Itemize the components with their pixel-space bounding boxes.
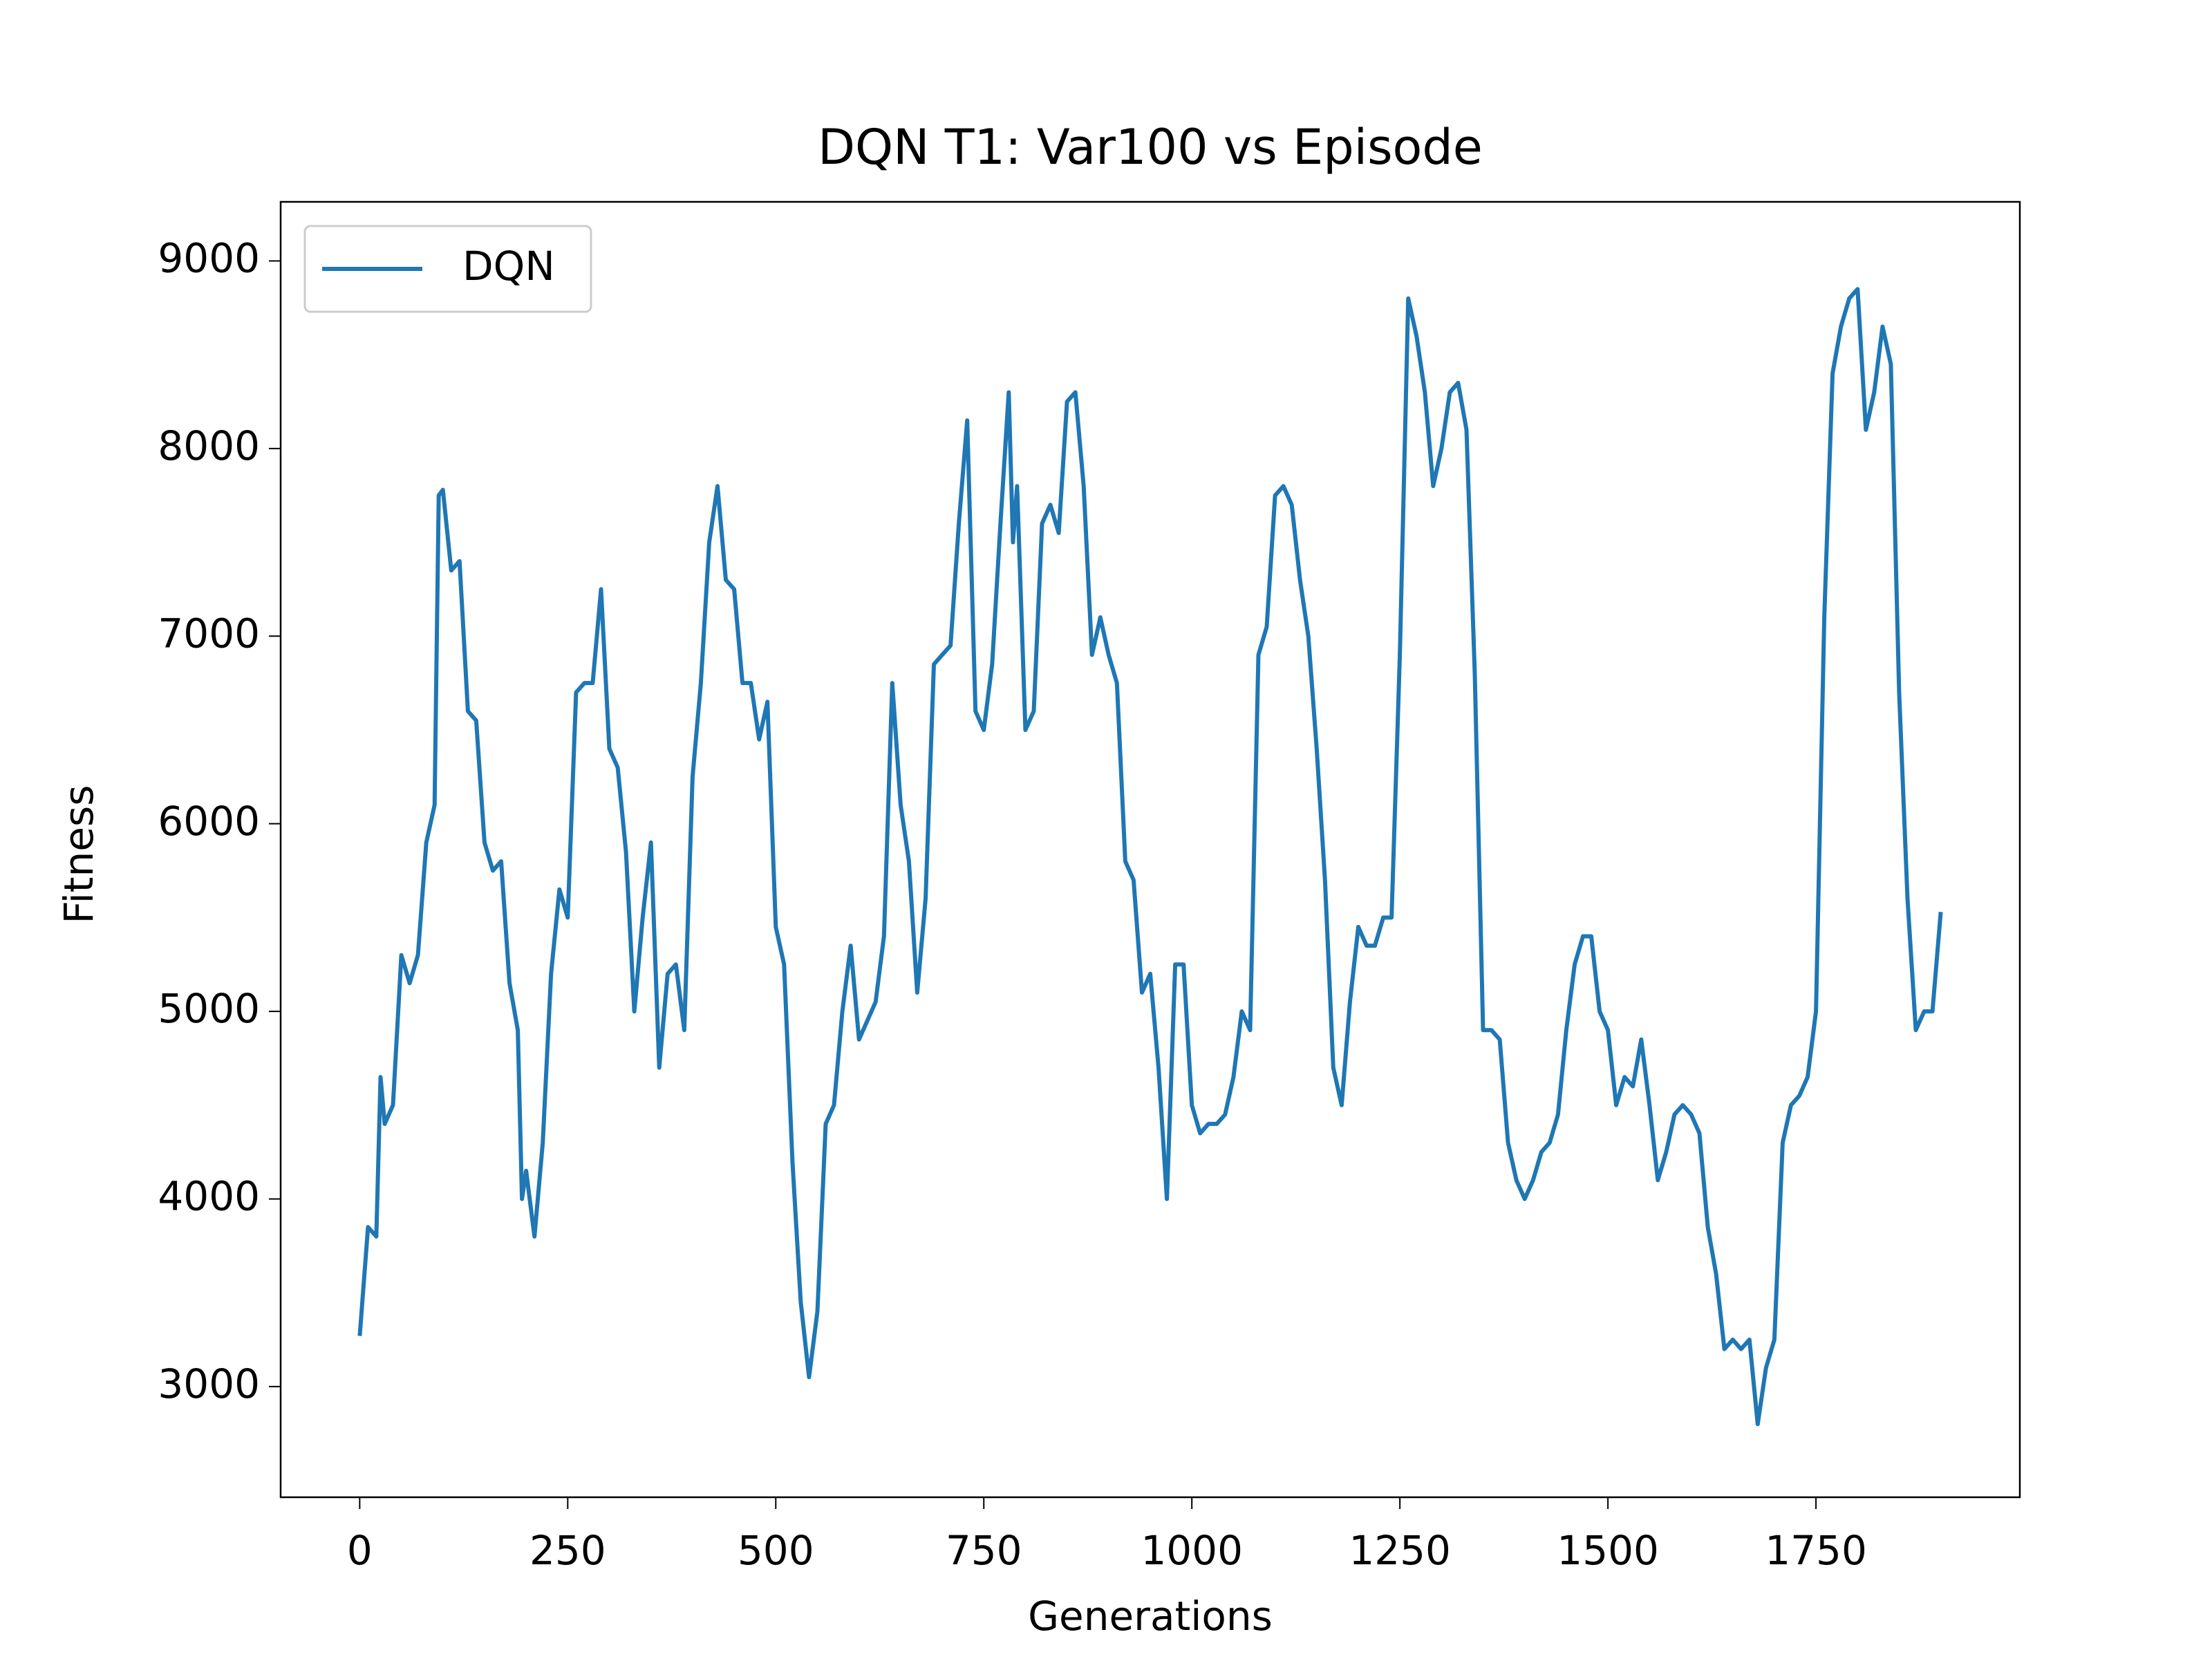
data-line [357,287,1943,1427]
x-tick-label: 1250 [1349,1527,1451,1574]
x-tick-label: 1000 [1141,1527,1243,1574]
x-tick-label: 250 [529,1527,606,1574]
plot-frame [279,200,2021,1499]
y-tick-label: 5000 [158,985,260,1032]
y-tick-label: 3000 [158,1360,260,1407]
legend-label: DQN [462,243,555,290]
y-axis-label: Fitness [55,785,102,924]
x-tick-label: 1750 [1765,1527,1867,1574]
legend-box [303,225,592,313]
x-tick-label: 0 [347,1527,373,1574]
x-axis-label: Generations [1028,1593,1273,1640]
x-tick-label: 1500 [1557,1527,1659,1574]
y-tick-label: 4000 [158,1173,260,1220]
y-tick-label: 6000 [158,798,260,845]
y-tick-label: 7000 [158,610,260,657]
chart-title: DQN T1: Var100 vs Episode [818,119,1483,176]
x-tick-label: 750 [946,1527,1022,1574]
y-tick-label: 9000 [158,235,260,282]
y-tick-label: 8000 [158,422,260,469]
x-tick-label: 500 [738,1527,814,1574]
